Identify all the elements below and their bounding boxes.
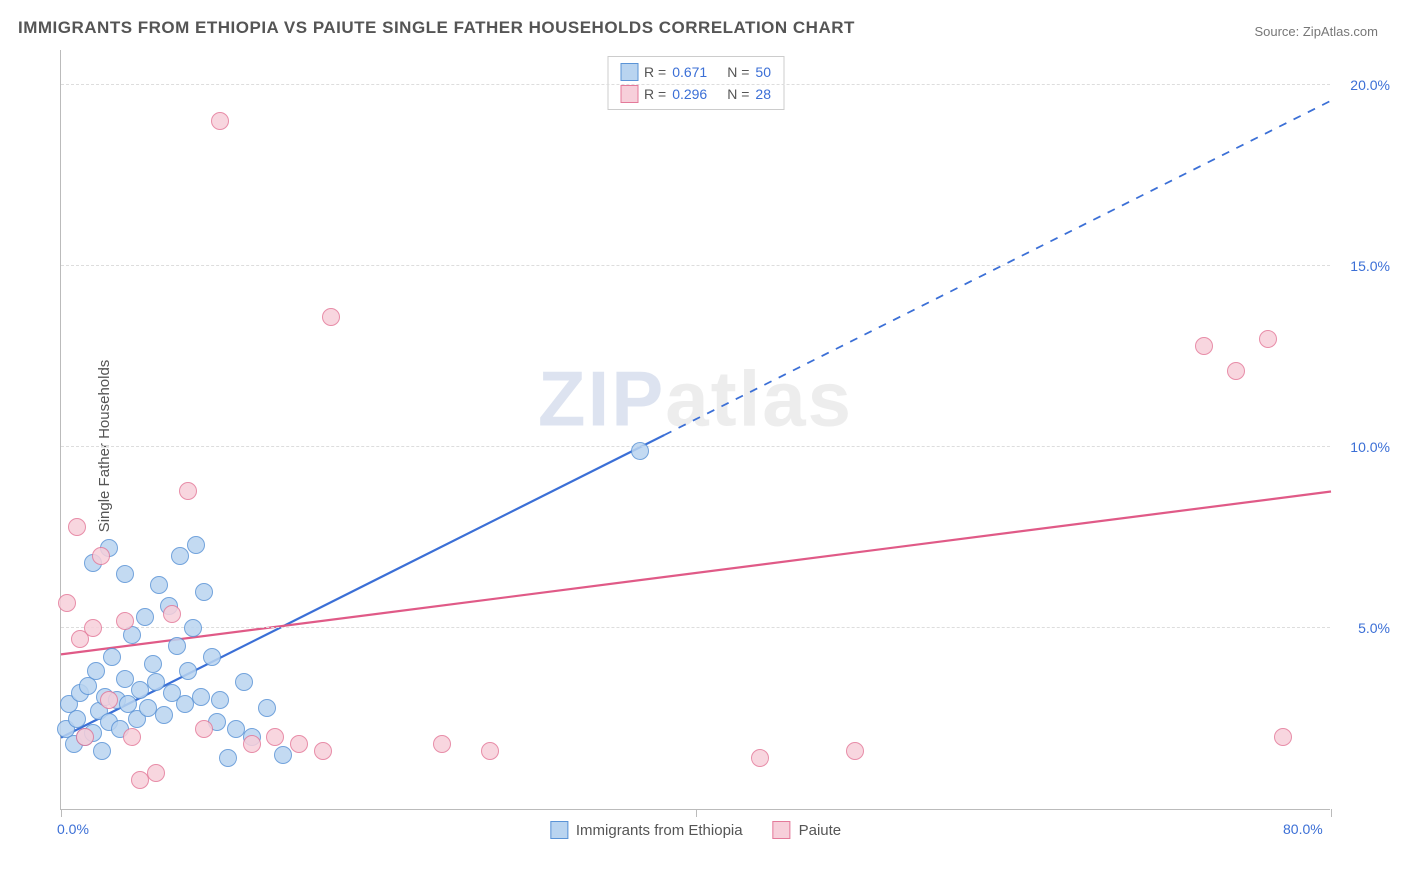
data-point [1259, 330, 1277, 348]
data-point [751, 749, 769, 767]
data-point [211, 112, 229, 130]
watermark: ZIPatlas [538, 354, 853, 445]
data-point [433, 735, 451, 753]
data-point [87, 662, 105, 680]
data-point [1195, 337, 1213, 355]
data-point [1227, 362, 1245, 380]
data-point [147, 673, 165, 691]
data-point [322, 308, 340, 326]
x-tick [61, 809, 62, 817]
legend-item-0: Immigrants from Ethiopia [550, 821, 743, 839]
data-point [116, 565, 134, 583]
legend-row-series-1: R = 0.296 N = 28 [620, 83, 771, 105]
data-point [58, 594, 76, 612]
data-point [243, 735, 261, 753]
data-point [116, 612, 134, 630]
watermark-zip: ZIP [538, 355, 665, 443]
y-tick-label: 15.0% [1340, 258, 1390, 274]
n-label-1: N = [727, 83, 749, 105]
data-point [203, 648, 221, 666]
data-point [68, 710, 86, 728]
gridline [61, 265, 1330, 266]
r-label-0: R = [644, 61, 666, 83]
data-point [168, 637, 186, 655]
correlation-legend: R = 0.671 N = 50 R = 0.296 N = 28 [607, 56, 784, 110]
y-tick-label: 5.0% [1340, 620, 1390, 636]
data-point [195, 583, 213, 601]
trend-line [61, 492, 1331, 655]
legend-swatch-1 [620, 85, 638, 103]
data-point [155, 706, 173, 724]
data-point [1274, 728, 1292, 746]
r-label-1: R = [644, 83, 666, 105]
r-value-1: 0.296 [672, 83, 707, 105]
n-value-1: 28 [755, 83, 771, 105]
gridline [61, 84, 1330, 85]
data-point [68, 518, 86, 536]
data-point [179, 662, 197, 680]
y-tick-label: 20.0% [1340, 77, 1390, 93]
legend-swatch-bottom-1 [773, 821, 791, 839]
x-tick-label: 80.0% [1283, 821, 1323, 837]
n-value-0: 50 [755, 61, 771, 83]
y-tick-label: 10.0% [1340, 439, 1390, 455]
chart-title: IMMIGRANTS FROM ETHIOPIA VS PAIUTE SINGL… [18, 18, 855, 38]
gridline [61, 446, 1330, 447]
legend-swatch-0 [620, 63, 638, 81]
data-point [290, 735, 308, 753]
data-point [147, 764, 165, 782]
data-point [266, 728, 284, 746]
data-point [192, 688, 210, 706]
data-point [258, 699, 276, 717]
data-point [187, 536, 205, 554]
data-point [171, 547, 189, 565]
n-label-0: N = [727, 61, 749, 83]
x-tick-label: 0.0% [57, 821, 89, 837]
data-point [84, 619, 102, 637]
gridline [61, 627, 1330, 628]
r-value-0: 0.671 [672, 61, 707, 83]
source-prefix: Source: [1254, 24, 1302, 39]
data-point [116, 670, 134, 688]
source-attribution: Source: ZipAtlas.com [1254, 24, 1378, 39]
legend-label-1: Paiute [799, 822, 842, 839]
data-point [195, 720, 213, 738]
data-point [219, 749, 237, 767]
source-link[interactable]: ZipAtlas.com [1303, 24, 1378, 39]
legend-row-series-0: R = 0.671 N = 50 [620, 61, 771, 83]
data-point [631, 442, 649, 460]
legend-item-1: Paiute [773, 821, 842, 839]
data-point [274, 746, 292, 764]
series-legend: Immigrants from Ethiopia Paiute [550, 821, 841, 839]
data-point [184, 619, 202, 637]
data-point [136, 608, 154, 626]
data-point [76, 728, 94, 746]
data-point [211, 691, 229, 709]
x-tick [696, 809, 697, 817]
legend-label-0: Immigrants from Ethiopia [576, 822, 743, 839]
data-point [103, 648, 121, 666]
data-point [846, 742, 864, 760]
data-point [163, 605, 181, 623]
data-point [144, 655, 162, 673]
data-point [150, 576, 168, 594]
legend-swatch-bottom-0 [550, 821, 568, 839]
plot-area: ZIPatlas R = 0.671 N = 50 R = 0.296 N = … [60, 50, 1330, 810]
data-point [92, 547, 110, 565]
x-tick [1331, 809, 1332, 817]
data-point [100, 691, 118, 709]
data-point [179, 482, 197, 500]
data-point [235, 673, 253, 691]
data-point [314, 742, 332, 760]
data-point [123, 728, 141, 746]
watermark-atlas: atlas [665, 355, 853, 443]
data-point [481, 742, 499, 760]
data-point [93, 742, 111, 760]
